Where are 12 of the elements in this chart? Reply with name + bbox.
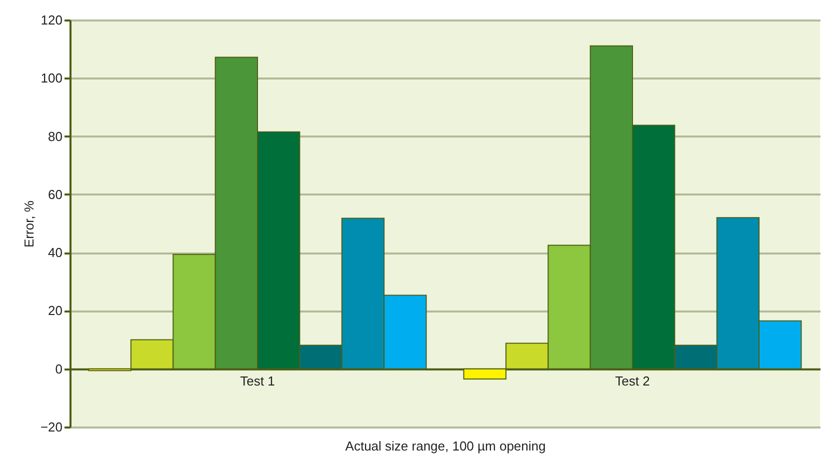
x-tick-label: Test 1: [240, 373, 275, 388]
y-tick-label: 20: [48, 303, 62, 318]
y-tick-label: −20: [40, 420, 62, 434]
x-axis-title: Actual size range, 100 µm opening: [345, 438, 546, 454]
y-tick-label: 120: [40, 12, 62, 28]
y-tick-label: 60: [48, 186, 62, 202]
y-tick-label: 80: [48, 128, 62, 144]
y-tick-label: 40: [48, 245, 62, 260]
y-tick-label: 0: [55, 361, 62, 376]
y-axis-title: Error, %: [21, 200, 36, 248]
x-tick-label: Test 2: [615, 373, 650, 388]
y-tick-label: 100: [40, 70, 62, 86]
